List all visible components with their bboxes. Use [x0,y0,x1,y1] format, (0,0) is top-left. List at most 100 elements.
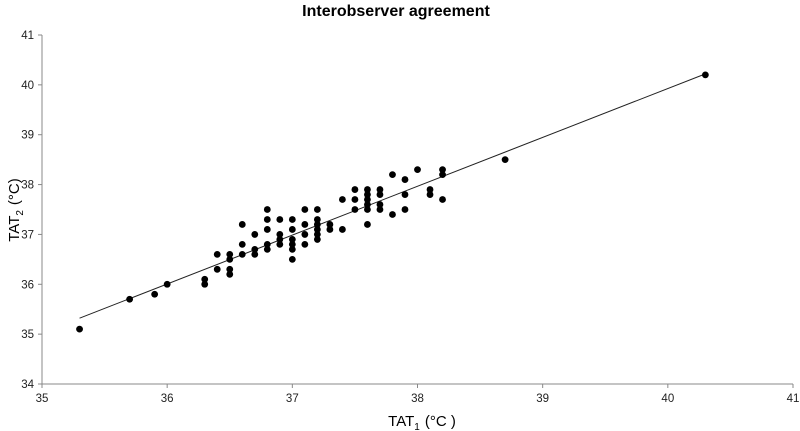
data-point [251,250,259,258]
data-point [313,231,321,238]
trend-line [79,73,706,319]
data-point [126,295,134,303]
data-point [276,231,284,238]
y-tick-label: 35 [21,329,34,341]
data-point [251,245,259,253]
data-point [226,255,234,263]
data-point [288,241,296,248]
x-axis-label-subscript: 1 [414,422,420,431]
y-tick-label: 38 [21,180,34,192]
data-point [339,226,346,233]
data-point [288,236,296,243]
data-point [251,231,259,238]
x-axis-ticks: 35 36 37 38 39 40 41 [36,384,799,405]
y-axis-label-subscript: 2 [15,210,26,216]
data-point [276,241,284,248]
data-point [401,206,409,213]
data-point [339,196,346,203]
data-point [201,275,209,283]
data-point [263,216,271,223]
data-point [76,325,83,333]
data-point [389,171,396,179]
data-point [313,221,321,228]
data-point [313,206,321,213]
y-axis-label-unit: (°C) [6,178,23,205]
data-point [263,226,271,233]
data-point [351,206,359,213]
data-point [288,255,296,263]
y-tick-label: 40 [21,80,34,92]
data-points [76,71,709,333]
data-point [276,236,284,243]
data-point [364,191,371,198]
y-tick-label: 37 [21,229,34,241]
data-point [439,171,446,179]
data-point [351,186,359,193]
data-point [313,226,321,233]
data-point [263,206,271,213]
x-tick-label: 37 [286,393,299,405]
data-point [376,201,384,208]
data-point [701,71,709,79]
data-point [376,186,384,193]
data-point [276,216,284,223]
data-point [401,191,409,198]
data-point [439,196,446,203]
y-tick-label: 36 [21,279,34,291]
data-point [376,206,384,213]
data-point [301,231,309,238]
data-point [213,265,221,273]
data-point [326,221,334,228]
data-point [238,221,246,228]
data-point [301,241,309,248]
data-point [263,241,271,248]
data-point [238,250,246,258]
data-point [364,221,371,228]
data-point [288,226,296,233]
x-tick-label: 38 [411,393,424,405]
data-point [376,191,384,198]
x-axis-label: TAT1 (°C ) [388,413,456,431]
y-axis-label: TAT2 (°C) [6,178,26,242]
x-tick-label: 39 [536,393,549,405]
data-point [301,206,309,213]
data-point [288,216,296,223]
y-tick-label: 39 [21,130,34,142]
data-point [426,186,434,193]
data-point [288,245,296,253]
data-point [414,166,421,174]
data-point [364,186,371,193]
y-tick-label: 41 [21,30,34,42]
data-point [364,201,371,208]
data-point [501,156,509,164]
data-point [213,250,221,258]
data-point [163,280,171,288]
data-point [313,236,321,243]
data-point [364,206,371,213]
y-tick-label: 34 [21,379,34,391]
chart-title: Interobserver agreement [302,3,490,20]
x-axis-label-main: TAT [388,413,414,430]
data-point [326,226,334,233]
data-point [201,280,209,288]
data-point [263,245,271,253]
y-axis-ticks: 34 35 36 37 38 39 40 41 [21,30,42,391]
data-point [313,216,321,223]
y-axis-label-main: TAT [6,216,23,242]
data-point [364,196,371,203]
x-tick-label: 35 [36,393,49,405]
data-point [351,196,359,203]
data-point [426,191,434,198]
x-tick-label: 40 [661,393,674,405]
data-point [401,176,409,183]
data-point [238,241,246,248]
x-tick-label: 36 [161,393,174,405]
data-point [151,290,159,298]
data-point [301,221,309,228]
data-point [389,211,396,218]
x-axis-label-unit: (°C ) [425,413,456,430]
data-point [226,270,234,278]
data-point [226,250,234,258]
data-point [439,166,446,174]
